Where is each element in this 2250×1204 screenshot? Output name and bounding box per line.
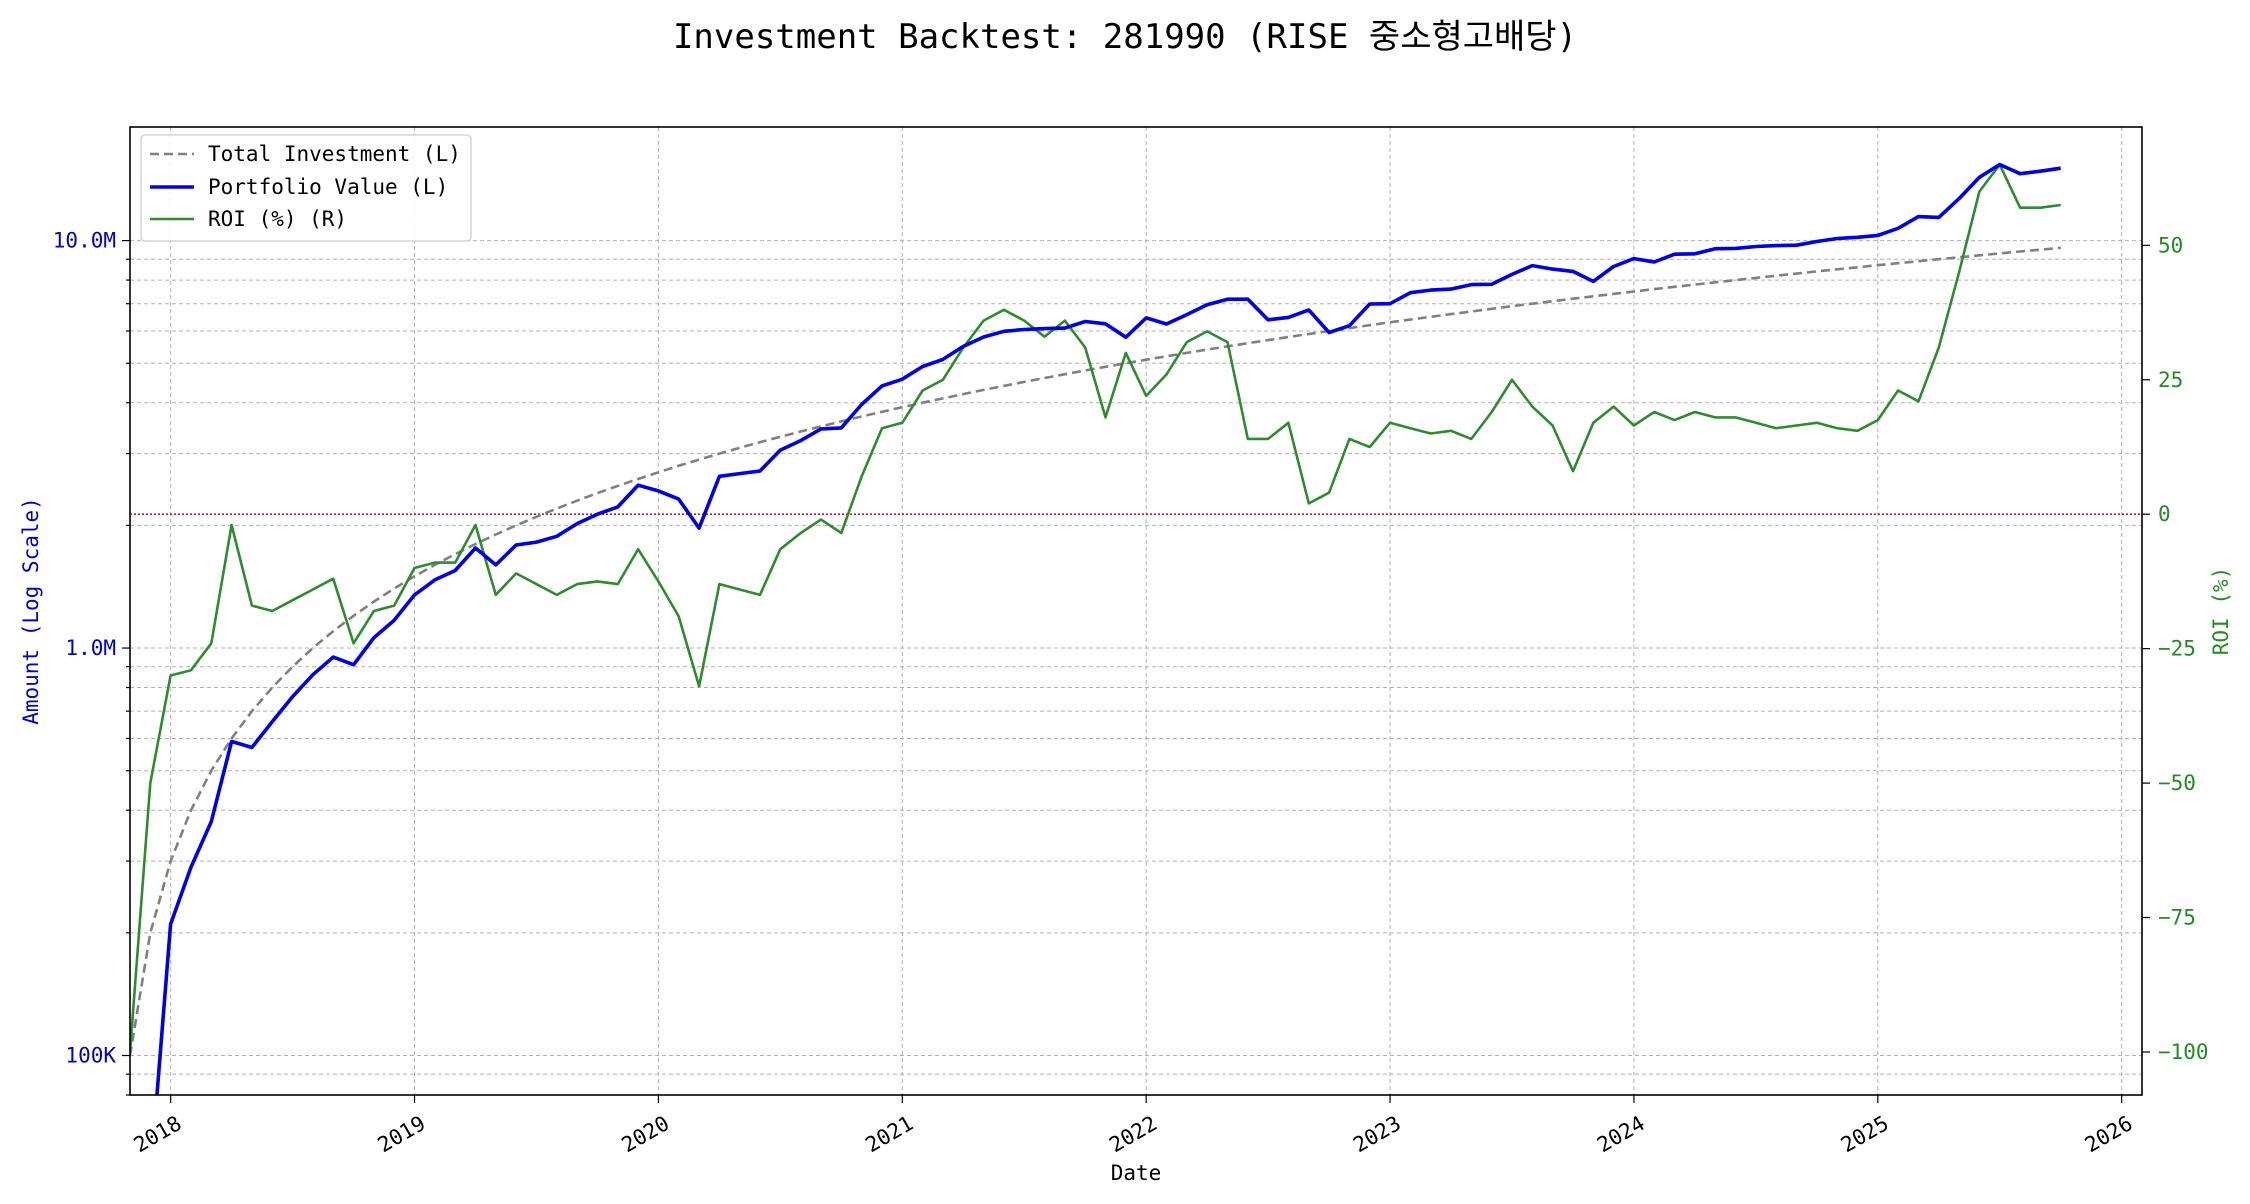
- series-portfolio-value-line: [155, 162, 2061, 1095]
- y-right-tick-label: −25: [2158, 637, 2196, 661]
- y-left-tick-label: 10.0M: [53, 229, 116, 253]
- y-right-tick-label: 0: [2158, 502, 2171, 526]
- y-axis-left-label: Amount (Log Scale): [19, 497, 43, 725]
- plot-frame: [129, 126, 2143, 1096]
- series-total-investment-line: [130, 246, 2061, 1056]
- legend-box: [140, 134, 472, 242]
- chart-title: Investment Backtest: 281990 (RISE 중소형고배당…: [673, 17, 1577, 57]
- y-right-tick-label: 50: [2158, 233, 2183, 257]
- legend-label-total-investment: Total Investment (L): [208, 142, 461, 166]
- legend-label-portfolio-value: Portfolio Value (L): [208, 175, 448, 199]
- y-right-tick-label: −50: [2158, 771, 2196, 795]
- y-right-tick-label: 25: [2158, 368, 2183, 392]
- x-axis-label: Date: [1111, 1161, 1162, 1185]
- series-layer: [130, 162, 2061, 1095]
- y-left-tick-label: 100K: [65, 1044, 116, 1068]
- y-axis-right-label: ROI (%): [2209, 567, 2233, 656]
- y-right-tick-label: −100: [2158, 1040, 2209, 1064]
- y-right-tick-label: −75: [2158, 906, 2196, 930]
- grid-layer: [130, 127, 2142, 1096]
- y-left-tick-label: 1.0M: [65, 636, 116, 660]
- legend-label-roi: ROI (%) (R): [208, 207, 347, 231]
- series-roi-line: [130, 163, 2061, 1053]
- legend: Total Investment (L) Portfolio Value (L)…: [140, 134, 472, 242]
